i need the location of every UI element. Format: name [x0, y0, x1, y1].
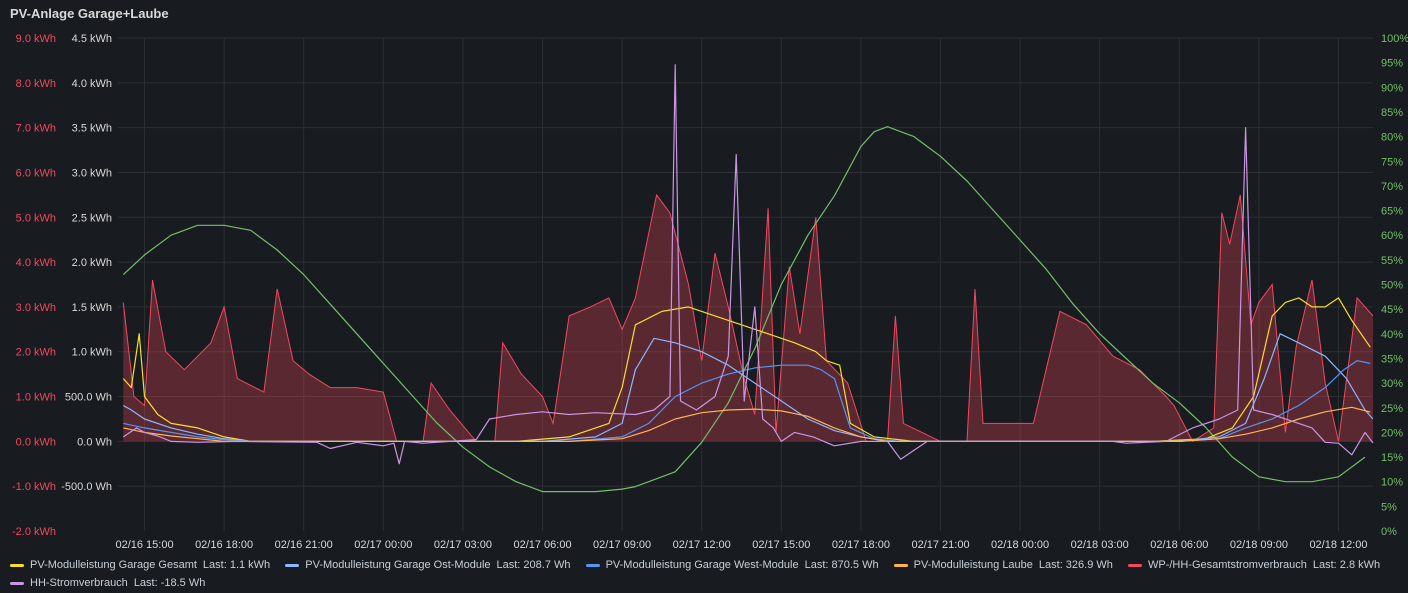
x-tick-label: 02/18 03:00	[1071, 539, 1129, 551]
panel-title[interactable]: PV-Anlage Garage+Laube	[10, 6, 169, 21]
series-line	[122, 126, 1366, 493]
legend-series-name: HH-Stromverbrauch	[30, 577, 128, 589]
y-tick-label-right: 20%	[1381, 427, 1403, 439]
x-tick-label: 02/17 12:00	[673, 539, 731, 551]
y-tick-label-outer: 1.0 kWh	[16, 392, 56, 404]
y-tick-label-outer: 2.0 kWh	[16, 347, 56, 359]
legend-last-value: Last: -18.5 Wh	[133, 577, 206, 589]
timeseries-chart[interactable]: 4.5 kWh 4.0 kWh 3.5 kWh 3.0 kWh 2.5 kWh 2.0 k…	[0, 0, 1408, 556]
series-line-consumption	[122, 193, 1374, 443]
y-tick-label-right: 85%	[1381, 107, 1403, 119]
y-tick-label-outer: 3.0 kWh	[16, 302, 56, 314]
legend-item[interactable]: HH-Stromverbrauch Last: -18.5 Wh	[10, 574, 205, 592]
x-tick-label: 02/17 09:00	[593, 539, 651, 551]
series-swatch	[1127, 563, 1142, 567]
series-swatch	[585, 563, 600, 567]
y-tick-label-right: 100%	[1381, 33, 1408, 45]
series-swatch	[285, 563, 300, 567]
legend-item[interactable]: PV-Modulleistung Garage West-Module Last:…	[585, 556, 879, 574]
x-tick-label: 02/17 15:00	[752, 539, 810, 551]
y-tick-label-right: 35%	[1381, 353, 1403, 365]
x-tick-label: 02/17 00:00	[354, 539, 412, 551]
y-tick-label-inner: 2.5 kWh	[72, 212, 112, 224]
legend-last-value: Last: 1.1 kWh	[202, 559, 271, 571]
y-tick-label-inner: 0.0 Wh	[77, 436, 112, 448]
y-tick-label-outer: 5.0 kWh	[16, 212, 56, 224]
y-tick-label-right: 0%	[1381, 526, 1397, 538]
legend-last-value: Last: 2.8 kWh	[1312, 559, 1381, 571]
y-tick-label-outer: -1.0 kWh	[12, 481, 56, 493]
y-tick-label-inner: 2.0 kWh	[72, 257, 112, 269]
series-line	[122, 64, 1374, 465]
x-tick-label: 02/18 09:00	[1230, 539, 1288, 551]
legend-series-name: PV-Modulleistung Garage West-Module	[605, 559, 799, 571]
chart-legend: PV-Modulleistung Garage Gesamt Last: 1.1 …	[10, 556, 1400, 592]
y-tick-label-right: 40%	[1381, 329, 1403, 341]
series-swatch	[893, 563, 908, 567]
legend-item[interactable]: PV-Modulleistung Garage Gesamt Last: 1.1 …	[10, 556, 270, 574]
series-area-consumption	[123, 194, 1373, 442]
y-tick-label-inner: 3.5 kWh	[72, 123, 112, 135]
x-tick-label: 02/16 15:00	[115, 539, 173, 551]
legend-item[interactable]: PV-Modulleistung Garage Ost-Module Last: …	[285, 556, 571, 574]
y-tick-label-inner: 1.0 kWh	[72, 347, 112, 359]
y-tick-label-right: 60%	[1381, 230, 1403, 242]
legend-last-value: Last: 208.7 Wh	[496, 559, 571, 571]
legend-item[interactable]: WP-/HH-Gesamtstromverbrauch Last: 2.8 kWh	[1127, 556, 1381, 574]
y-tick-label-right: 70%	[1381, 181, 1403, 193]
legend-last-value: Last: 870.5 Wh	[804, 559, 879, 571]
y-tick-label-right: 75%	[1381, 156, 1403, 168]
legend-series-name: PV-Modulleistung Laube	[913, 559, 1033, 571]
legend-item[interactable]: PV-Modulleistung Laube Last: 326.9 Wh	[893, 556, 1113, 574]
y-tick-label-right: 90%	[1381, 82, 1403, 94]
series-line	[122, 297, 1371, 442]
series-swatch	[10, 563, 24, 567]
y-tick-label-right: 50%	[1381, 280, 1403, 292]
y-tick-label-right: 25%	[1381, 403, 1403, 415]
x-tick-label: 02/17 21:00	[911, 539, 969, 551]
y-tick-label-right: 55%	[1381, 255, 1403, 267]
x-tick-label: 02/18 12:00	[1309, 539, 1367, 551]
y-tick-label-right: 80%	[1381, 132, 1403, 144]
y-tick-label-outer: 7.0 kWh	[16, 123, 56, 135]
y-tick-label-outer: 4.0 kWh	[16, 257, 56, 269]
legend-series-name: WP-/HH-Gesamtstromverbrauch	[1147, 559, 1307, 571]
series-line	[123, 333, 1374, 442]
y-tick-label-right: 10%	[1381, 477, 1403, 489]
y-tick-label-right: 45%	[1381, 304, 1403, 316]
y-tick-label-outer: -2.0 kWh	[12, 526, 56, 538]
legend-last-value: Last: 326.9 Wh	[1038, 559, 1113, 571]
y-tick-label-right: 15%	[1381, 452, 1403, 464]
y-tick-label-inner: 500.0 Wh	[65, 392, 112, 404]
x-tick-label: 02/16 18:00	[195, 539, 253, 551]
series-swatch	[10, 581, 24, 585]
y-tick-label-outer: 9.0 kWh	[16, 33, 56, 45]
y-tick-label-inner: 4.0 kWh	[72, 78, 112, 90]
y-tick-label-inner: 1.5 kWh	[72, 302, 112, 314]
x-tick-label: 02/18 00:00	[991, 539, 1049, 551]
x-tick-label: 02/17 18:00	[832, 539, 890, 551]
y-tick-label-outer: 8.0 kWh	[16, 78, 56, 90]
x-tick-label: 02/18 06:00	[1150, 539, 1208, 551]
legend-series-name: PV-Modulleistung Garage Ost-Module	[305, 559, 491, 571]
x-tick-label: 02/17 03:00	[434, 539, 492, 551]
y-tick-label-right: 30%	[1381, 378, 1403, 390]
y-tick-label-right: 95%	[1381, 58, 1403, 70]
x-tick-label: 02/17 06:00	[513, 539, 571, 551]
y-tick-label-inner: -500.0 Wh	[61, 481, 112, 493]
y-tick-label-outer: 6.0 kWh	[16, 167, 56, 179]
y-tick-label-right: 65%	[1381, 206, 1403, 218]
x-tick-label: 02/16 21:00	[275, 539, 333, 551]
legend-series-name: PV-Modulleistung Garage Gesamt	[30, 559, 197, 571]
y-tick-label-inner: 3.0 kWh	[72, 167, 112, 179]
y-tick-label-inner: 4.5 kWh	[72, 33, 112, 45]
y-tick-label-right: 5%	[1381, 501, 1397, 513]
y-tick-label-outer: 0.0 kWh	[16, 436, 56, 448]
